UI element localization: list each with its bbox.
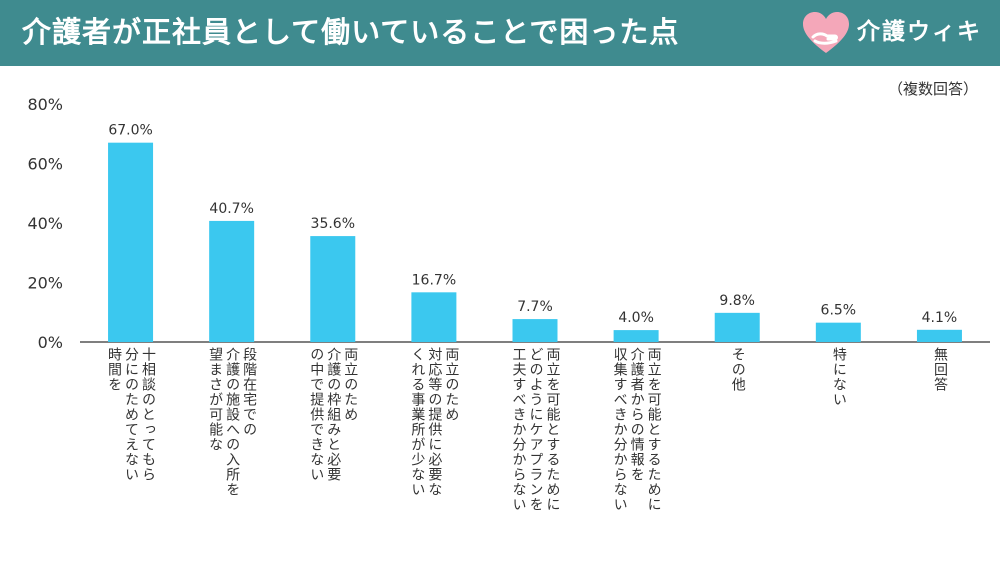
bar bbox=[310, 236, 356, 342]
bar-value-label: 40.7% bbox=[209, 201, 253, 217]
category-label-column: 時間を bbox=[106, 347, 123, 392]
brand[interactable]: 介護ウィキ bbox=[801, 9, 991, 57]
category-label-column: 分にのためてえない bbox=[123, 347, 140, 482]
category-label-column: 両立を可能とするために bbox=[544, 347, 561, 512]
bar-value-label: 35.6% bbox=[311, 216, 355, 232]
bar bbox=[714, 312, 760, 342]
y-tick-label: 0% bbox=[38, 333, 63, 352]
bar bbox=[411, 292, 457, 342]
bar bbox=[512, 319, 558, 342]
bar bbox=[209, 220, 255, 342]
category-label-column: 両立のため bbox=[443, 347, 460, 422]
bar-value-label: 4.1% bbox=[922, 310, 958, 326]
category-label-column: 無回答 bbox=[931, 347, 948, 392]
x-category-label: 両立を可能とするために どのようにケアプランを 工夫すべきか分からない bbox=[510, 347, 561, 563]
category-label-column: 十相談のとってもら bbox=[140, 347, 157, 482]
y-tick-label: 80% bbox=[27, 95, 63, 114]
category-label-column: 介護者からの情報を bbox=[628, 347, 645, 482]
heart-hands-logo-icon bbox=[803, 12, 849, 53]
x-category-label: 十相談のとってもら 分にのためてえない 時間を bbox=[105, 347, 156, 563]
x-category-label: 段階在宅での 介護の施設への入所を 望まさが可能な bbox=[206, 347, 257, 563]
bar-value-label: 4.0% bbox=[618, 310, 654, 326]
bar bbox=[815, 322, 861, 342]
x-category-label: 両立を可能とするために 介護者からの情報を 収集すべきか分からない bbox=[611, 347, 662, 563]
x-category-label: 両立のため 対応等の提供に必要な くれる事業所が少ない bbox=[408, 347, 459, 563]
bar-chart: 0% 20% 40% 60% 80% 67.0% 40.7% 35.6% 16.7% 7.7% 4.… bbox=[27, 95, 990, 352]
bar bbox=[613, 330, 659, 342]
category-label-column: くれる事業所が少ない bbox=[409, 347, 426, 497]
bar-value-label: 16.7% bbox=[412, 272, 456, 288]
y-tick-label: 40% bbox=[27, 214, 63, 233]
bar-value-label: 7.7% bbox=[517, 299, 553, 315]
x-category-label: 特にない bbox=[830, 347, 847, 563]
category-label-column: 介護の施設への入所を bbox=[224, 347, 241, 497]
y-tick-label: 20% bbox=[27, 274, 63, 293]
category-label-column: 介護の枠組みと必要 bbox=[325, 347, 342, 482]
x-category-label: 両立のため 介護の枠組みと必要 の中で提供できない bbox=[307, 347, 358, 563]
multiple-answer-note: （複数回答） bbox=[887, 80, 978, 98]
category-label-column: の中で提供できない bbox=[308, 347, 325, 482]
category-label-column: 収集すべきか分からない bbox=[611, 347, 628, 512]
category-label-column: 特にない bbox=[830, 347, 847, 407]
category-label-column: 望まさが可能な bbox=[207, 347, 224, 452]
bar bbox=[916, 329, 962, 342]
page-title: 介護者が正社員として働いていることで困った点 bbox=[22, 15, 680, 49]
category-label-column: 対応等の提供に必要な bbox=[426, 347, 443, 497]
brand-name: 介護ウィキ bbox=[857, 19, 982, 45]
category-label-column: どのようにケアプランを bbox=[527, 347, 544, 512]
bar-value-label: 9.8% bbox=[719, 293, 755, 309]
category-label-column: 両立のため bbox=[342, 347, 359, 422]
header-bar: 介護者が正社員として働いていることで困った点 介護ウィキ bbox=[0, 0, 1000, 66]
bar bbox=[108, 142, 154, 342]
y-tick-label: 60% bbox=[27, 155, 63, 174]
bar-value-label: 67.0% bbox=[108, 123, 152, 139]
bar-value-label: 6.5% bbox=[821, 303, 857, 319]
category-label-column: 両立を可能とするために bbox=[645, 347, 662, 512]
category-label-column: 段階在宅での bbox=[241, 347, 258, 437]
category-label-column: 工夫すべきか分からない bbox=[510, 347, 527, 512]
x-category-label: その他 bbox=[729, 347, 746, 563]
x-category-label: 無回答 bbox=[931, 347, 948, 563]
category-label-column: その他 bbox=[729, 347, 746, 392]
